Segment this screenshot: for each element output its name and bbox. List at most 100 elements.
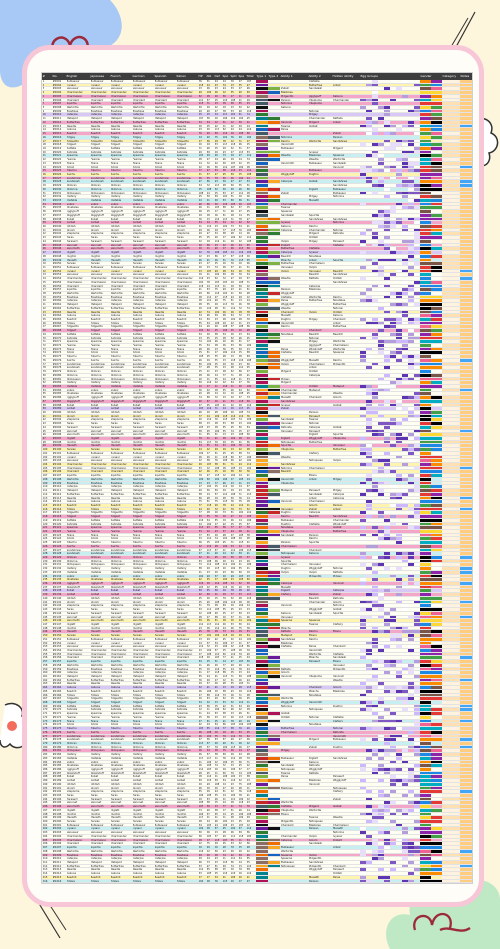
- table-row[interactable]: 50 #0050 Persian Persian Persian Persian Persi…: [42, 262, 472, 266]
- table-row[interactable]: 39 #0039 Golbat Golbat Golbat Golbat Golbat Gol…: [42, 221, 472, 226]
- column-header[interactable]: SpA: [223, 73, 229, 80]
- table-row[interactable]: 49 #0049 Meowth Meowth Meowth Meowth Meowth Meo…: [42, 258, 472, 263]
- table-row[interactable]: 5 #0005 Charmeleon Charmeleon Charmeleon Char…: [42, 94, 472, 99]
- table-row[interactable]: 62 #0062 Butterfree Butterfree Butterfree But…: [42, 306, 472, 311]
- table-row[interactable]: 75 #0075 Pikachu Pikachu Pikachu Pikachu Pikac…: [42, 355, 472, 359]
- table-row[interactable]: 58 #0058 Wartortle Wartortle Wartortle Wartor…: [42, 291, 472, 296]
- table-row[interactable]: 36 #0036 Jigglypuff Jigglypuff Jigglypuff Jig…: [42, 210, 472, 214]
- column-header[interactable]: Egg Groups: [361, 73, 378, 80]
- table-row[interactable]: 46 #0046 Venomoth Venomoth Venomoth Venomoth V…: [42, 247, 472, 252]
- table-row[interactable]: 45 #0045 Venonat Venonat Venonat Venonat Venon…: [42, 243, 472, 248]
- table-row[interactable]: 44 #0044 Parasect Parasect Parasect Parasect P…: [42, 239, 472, 244]
- column-header[interactable]: Total: [247, 73, 254, 80]
- table-row[interactable]: 65 #0065 Beedrill Beedrill Beedrill Beedrill B…: [42, 318, 472, 322]
- table-row[interactable]: 21 #0021 Spearow Spearow Spearow Spearow Spear…: [42, 154, 472, 159]
- table-row[interactable]: 38 #0038 Zubat Zubat Zubat Zubat Zubat Zubat 76 5…: [42, 217, 472, 222]
- table-row[interactable]: 15 #0015 Beedrill Beedrill Beedrill Beedrill B…: [42, 132, 472, 136]
- table-row[interactable]: 52 #0052 Ivysaur Ivysaur Ivysaur Ivysaur Ivysa…: [42, 269, 472, 274]
- table-row[interactable]: 9 #0009 Blastoise Blastoise Blastoise Blastoi…: [42, 109, 472, 114]
- table-row[interactable]: 68 #0068 Pidgeot Pidgeot Pidgeot Pidgeot Pidge…: [42, 329, 472, 333]
- table-row[interactable]: 33 #0033 Clefable Clefable Clefable Clefable C…: [42, 199, 472, 203]
- table-row[interactable]: 17 #0017 Pidgeotto Pidgeotto Pidgeotto Pidgeo…: [42, 139, 472, 144]
- table-row[interactable]: 56 #0056 Charizard Charizard Charizard Chariz…: [42, 284, 472, 289]
- table-row[interactable]: 32 #0032 Clefairy Clefairy Clefairy Clefairy C…: [42, 195, 472, 199]
- column-header[interactable]: Notes: [461, 73, 470, 80]
- table-row[interactable]: 37 #0037 Wigglytuff Wigglytuff Wigglytuff Wig…: [42, 213, 472, 218]
- column-header[interactable]: #: [43, 73, 46, 80]
- table-row[interactable]: 74 #0074 Arbok Arbok Arbok Arbok Arbok Arbok 65 8…: [42, 351, 472, 356]
- table-row[interactable]: 60 #0060 Caterpie Caterpie Caterpie Caterpie C…: [42, 299, 472, 304]
- table-row[interactable]: 26 #0026 Raichu Raichu Raichu Raichu Raichu Rai…: [42, 172, 472, 177]
- table-row[interactable]: 64 #0064 Kakuna Kakuna Kakuna Kakuna Kakuna Kak…: [42, 314, 472, 318]
- table-row[interactable]: 43 #0043 Paras Paras Paras Paras Paras Paras 45 6…: [42, 236, 472, 240]
- column-header[interactable]: Def: [215, 73, 220, 80]
- table-row[interactable]: 66 #0066 Pidgey Pidgey Pidgey Pidgey Pidgey Pid…: [42, 321, 472, 326]
- column-header[interactable]: Atk: [207, 73, 212, 80]
- table-row[interactable]: 35 #0035 Ninetales Ninetales Ninetales Nineta…: [42, 206, 472, 211]
- column-header[interactable]: Hidden Ability: [333, 73, 354, 80]
- table-row[interactable]: 11 #0011 Metapod Metapod Metapod Metapod Metap…: [42, 117, 472, 121]
- table-row[interactable]: 30 #0030 Nidorina Nidorina Nidorina Nidorina N…: [42, 187, 472, 192]
- table-row[interactable]: 4 #0004 Charmander Charmander Charmander Char…: [42, 91, 472, 95]
- table-row[interactable]: 16 #0016 Pidgey Pidgey Pidgey Pidgey Pidgey Pid…: [42, 135, 472, 140]
- column-header[interactable]: Spanish: [155, 73, 167, 80]
- column-header[interactable]: HP: [199, 73, 203, 80]
- column-header[interactable]: Spe: [239, 73, 245, 80]
- table-row[interactable]: 29 #0029 Nidoran Nidoran Nidoran Nidoran Nidor…: [42, 184, 472, 188]
- table-row[interactable]: 8 #0008 Wartortle Wartortle Wartortle Wartort…: [42, 106, 472, 110]
- table-row[interactable]: 22 #0022 Fearow Fearow Fearow Fearow Fearow Fea…: [42, 158, 472, 162]
- table-row[interactable]: 27 #0027 Sandshrew Sandshrew Sandshrew Sandsh…: [42, 176, 472, 181]
- column-header[interactable]: Ability 1: [281, 73, 293, 80]
- table-row[interactable]: 71 #0071 Spearow Spearow Spearow Spearow Spear…: [42, 340, 472, 345]
- table-row[interactable]: 23 #0023 Ekans Ekans Ekans Ekans Ekans Ekans 54 7…: [42, 161, 472, 166]
- table-row[interactable]: 54 #0054 Charmander Charmander Charmander Cha…: [42, 277, 472, 281]
- table-row[interactable]: 59 #0059 Blastoise Blastoise Blastoise Blasto…: [42, 295, 472, 300]
- table-row[interactable]: 55 #0055 Charmeleon Charmeleon Charmeleon Cha…: [42, 280, 472, 285]
- column-header[interactable]: Ability 2: [309, 73, 321, 80]
- table-row[interactable]: 1 #0001 Bulbasaur Bulbasaur Bulbasaur Bulbasa…: [42, 80, 472, 84]
- table-row[interactable]: 14 #0014 Kakuna Kakuna Kakuna Kakuna Kakuna Kak…: [42, 128, 472, 133]
- column-header[interactable]: French: [111, 73, 121, 80]
- table-row[interactable]: 34 #0034 Vulpix Vulpix Vulpix Vulpix Vulpix Vul…: [42, 202, 472, 207]
- table-row[interactable]: 41 #0041 Gloom Gloom Gloom Gloom Gloom Gloom 99 5…: [42, 228, 472, 233]
- table-row[interactable]: 7 #0007 Squirtle Squirtle Squirtle Squirtle Sq…: [42, 102, 472, 107]
- column-header[interactable]: Italian: [177, 73, 186, 80]
- table-row[interactable]: 63 #0063 Weedle Weedle Weedle Weedle Weedle Wee…: [42, 310, 472, 315]
- table-row[interactable]: 48 #0048 Dugtrio Dugtrio Dugtrio Dugtrio Dugtr…: [42, 254, 472, 259]
- column-header[interactable]: Type 2: [269, 73, 279, 80]
- table-row[interactable]: 2 #0002 Ivysaur Ivysaur Ivysaur Ivysaur Ivysau…: [42, 83, 472, 88]
- table-row[interactable]: 20 #0020 Raticate Raticate Raticate Raticate R…: [42, 150, 472, 155]
- column-header[interactable]: Category: [443, 73, 457, 80]
- table-row[interactable]: 40 #0040 Oddish Oddish Oddish Oddish Oddish Odd…: [42, 225, 472, 229]
- column-header[interactable]: English: [67, 73, 78, 80]
- table-row[interactable]: 53 #0053 Venusaur Venusaur Venusaur Venusaur V…: [42, 273, 472, 278]
- column-header[interactable]: No.: [53, 73, 58, 80]
- column-header[interactable]: Type 1: [257, 73, 267, 80]
- table-row[interactable]: 13 #0013 Weedle Weedle Weedle Weedle Weedle Wee…: [42, 124, 472, 129]
- table-row[interactable]: 18 #0018 Pidgeot Pidgeot Pidgeot Pidgeot Pidge…: [42, 143, 472, 147]
- table-row[interactable]: 70 #0070 Raticate Raticate Raticate Raticate R…: [42, 336, 472, 341]
- table-row[interactable]: 10 #0010 Caterpie Caterpie Caterpie Caterpie C…: [42, 113, 472, 118]
- column-header[interactable]: Gender: [421, 73, 432, 80]
- table-row[interactable]: 19 #0019 Rattata Rattata Rattata Rattata Ratta…: [42, 146, 472, 151]
- table-row[interactable]: 31 #0031 Nidoqueen Nidoqueen Nidoqueen Nidoqu…: [42, 191, 472, 196]
- table-row[interactable]: 28 #0028 Sandslash Sandslash Sandslash Sandsl…: [42, 180, 472, 185]
- spreadsheet[interactable]: # No. English Japanese French German Spanish It…: [41, 72, 473, 884]
- table-row[interactable]: 6 #0006 Charizard Charizard Charizard Chariza…: [42, 98, 472, 103]
- column-header[interactable]: SpD: [231, 73, 237, 80]
- table-row[interactable]: 3 #0003 Venusaur Venusaur Venusaur Venusaur Ve…: [42, 87, 472, 92]
- table-row[interactable]: 51 #0051 Bulbasaur Bulbasaur Bulbasaur Bulbas…: [42, 265, 472, 270]
- column-header[interactable]: Japanese: [91, 73, 105, 80]
- table-row[interactable]: 25 #0025 Pikachu Pikachu Pikachu Pikachu Pikac…: [42, 169, 472, 173]
- table-row[interactable]: 67 #0067 Pidgeotto Pidgeotto Pidgeotto Pidgeo…: [42, 325, 472, 330]
- table-row[interactable]: 69 #0069 Rattata Rattata Rattata Rattata Ratta…: [42, 332, 472, 337]
- table-row[interactable]: 42 #0042 Vileplume Vileplume Vileplume Vilepl…: [42, 232, 472, 237]
- column-header[interactable]: German: [133, 73, 145, 80]
- table-row[interactable]: 61 #0061 Metapod Metapod Metapod Metapod Metap…: [42, 303, 472, 307]
- table-row[interactable]: 57 #0057 Squirtle Squirtle Squirtle Squirtle S…: [42, 288, 472, 292]
- table-row[interactable]: 73 #0073 Ekans Ekans Ekans Ekans Ekans Ekans 98 4…: [42, 347, 472, 352]
- table-row[interactable]: 12 #0012 Butterfree Butterfree Butterfree But…: [42, 120, 472, 125]
- table-row[interactable]: 47 #0047 Diglett Diglett Diglett Diglett Digle…: [42, 251, 472, 255]
- table-row[interactable]: 72 #0072 Fearow Fearow Fearow Fearow Fearow Fea…: [42, 344, 472, 348]
- table-row[interactable]: 24 #0024 Arbok Arbok Arbok Arbok Arbok Arbok 62 2…: [42, 165, 472, 170]
